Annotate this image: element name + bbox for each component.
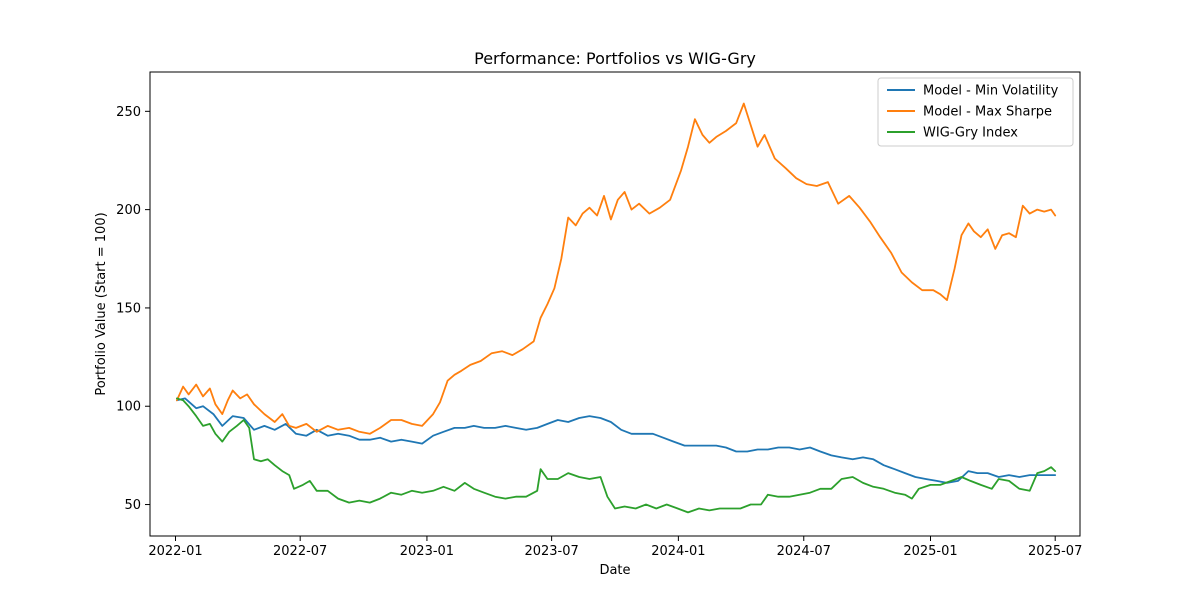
y-tick-label: 150 (116, 301, 141, 316)
series-line-2 (176, 102, 1057, 435)
legend-label-1: Model - Min Volatility (923, 84, 1059, 99)
x-tick-label: 2025-01 (903, 544, 957, 559)
plot-area (149, 71, 1081, 537)
x-tick-label: 2023-07 (524, 544, 578, 559)
legend-box (877, 77, 1074, 147)
x-tick-label: 2025-07 (1028, 544, 1082, 559)
y-tick-label: 250 (116, 105, 141, 120)
y-axis-title: Portfolio Value (Start = 100) (94, 212, 109, 395)
y-tick-label: 200 (116, 203, 141, 218)
legend: Model - Min Volatility Model - Max Sharpe… (877, 77, 1074, 147)
y-tick-label: 100 (116, 400, 141, 415)
x-axis-title: Date (599, 563, 630, 578)
x-tick-label: 2024-01 (651, 544, 705, 559)
chart-title: Performance: Portfolios vs WIG-Gry (474, 49, 756, 68)
y-axis: 50 100 150 200 250 (116, 105, 150, 513)
series-layer (176, 102, 1057, 514)
legend-label-2: Model - Max Sharpe (923, 105, 1052, 120)
axes-frame (149, 71, 1081, 537)
series-line-3 (176, 397, 1057, 514)
legend-label-3: WIG-Gry Index (923, 126, 1018, 141)
x-tick-label: 2023-01 (400, 544, 454, 559)
x-tick-label: 2024-07 (777, 544, 831, 559)
x-axis: 2022-01 2022-07 2023-01 2023-07 2024-01 2024-… (148, 536, 1082, 559)
x-tick-label: 2022-07 (273, 544, 327, 559)
y-tick-label: 50 (124, 498, 141, 513)
x-tick-label: 2022-01 (148, 544, 202, 559)
